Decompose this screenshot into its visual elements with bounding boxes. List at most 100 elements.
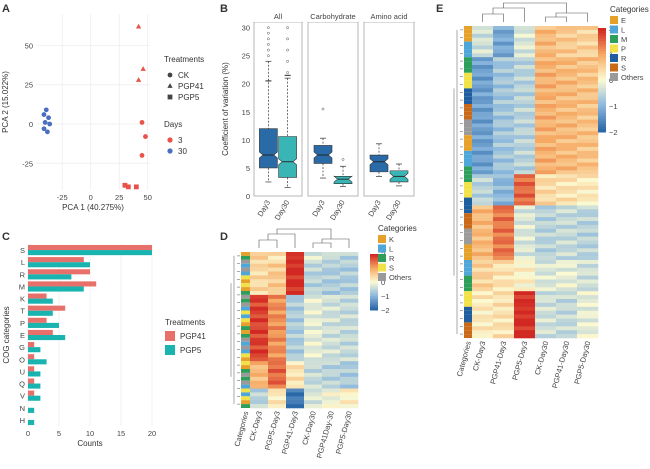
heatmap-cell — [514, 104, 536, 109]
color-scale-tick: −1 — [381, 292, 390, 301]
heatmap-cell — [472, 166, 494, 171]
heatmap-cell — [535, 57, 557, 62]
heatmap-cell — [556, 295, 578, 300]
x-tick-label: 0 — [89, 193, 93, 202]
heatmap-cell — [268, 255, 287, 261]
heatmap-cell — [322, 392, 341, 397]
heatmap-cell — [514, 252, 536, 257]
heatmap-cell — [556, 135, 578, 140]
heatmap-cell — [493, 185, 515, 191]
column-dendrogram — [258, 239, 278, 248]
heatmap-cell — [493, 271, 515, 276]
color-scale-segment — [370, 290, 378, 293]
heatmap-cell — [493, 224, 515, 230]
heatmap-cell — [577, 111, 599, 116]
category-cell — [241, 392, 250, 397]
column-label: PGP41Day-30 — [315, 410, 336, 459]
heatmap-cell — [304, 380, 323, 385]
heatmap-cell — [322, 380, 341, 385]
category-cell — [241, 263, 250, 268]
color-scale-segment — [370, 262, 378, 265]
heatmap-cell — [535, 33, 557, 38]
color-scale-segment — [370, 307, 378, 310]
heatmap-cell — [514, 143, 536, 148]
heatmap-cell — [304, 372, 323, 378]
category-cell — [464, 96, 472, 101]
heatmap-cell — [472, 96, 494, 101]
category-cell — [464, 314, 472, 319]
heatmap-cell — [286, 333, 305, 339]
category-cell — [241, 333, 250, 338]
heatmap-cell — [493, 37, 515, 42]
heatmap-cell — [268, 349, 287, 354]
heatmap-cell — [577, 139, 599, 144]
category-cell — [464, 318, 472, 323]
heatmap-cell — [304, 361, 323, 366]
category-cell — [241, 287, 250, 291]
color-scale-segment — [370, 254, 378, 256]
heatmap-cell — [514, 217, 536, 222]
heatmap-cell — [514, 189, 536, 194]
legend-marker-day — [167, 148, 173, 154]
heatmap-cell — [556, 193, 578, 198]
heatmap-cell — [556, 111, 578, 116]
heatmap-cell — [472, 174, 494, 179]
category-cell — [464, 209, 472, 214]
heatmap-cell — [286, 345, 305, 350]
heatmap-cell — [556, 228, 578, 233]
heatmap-cell — [514, 131, 536, 136]
heatmap-cell — [304, 400, 323, 405]
heatmap-cell — [493, 100, 515, 105]
heatmap-cell — [340, 263, 359, 268]
heatmap-cell — [535, 154, 557, 159]
heatmap-cell — [322, 275, 341, 280]
category-cell — [464, 240, 472, 245]
panel-label-e: E — [436, 3, 443, 15]
heatmap-cell — [577, 193, 599, 198]
heatmap-cell — [250, 326, 269, 331]
heatmap-cell — [322, 263, 341, 268]
heatmap-cell — [577, 318, 599, 323]
category-cell — [464, 61, 472, 65]
color-scale-segment — [370, 297, 378, 300]
heatmap-cell — [493, 76, 515, 81]
category-cell — [241, 380, 250, 385]
x-tick-label: 0 — [26, 429, 30, 438]
color-scale-segment — [598, 124, 606, 128]
heatmap-cell — [250, 384, 269, 389]
category-cell — [464, 310, 472, 315]
category-cell — [241, 404, 250, 408]
heatmap-cell — [493, 92, 515, 97]
heatmap-cell — [577, 201, 599, 206]
heatmap-cell — [577, 29, 599, 35]
heatmap-cell — [514, 41, 536, 46]
y-tick-label: G — [19, 343, 25, 352]
column-dendrogram — [555, 12, 588, 22]
heatmap-cell — [514, 205, 536, 210]
heatmap-cell — [535, 271, 557, 276]
heatmap-cell — [514, 178, 536, 183]
heatmap-cell — [493, 275, 515, 280]
heatmap-cell — [514, 26, 536, 31]
heatmap-cell — [493, 213, 515, 218]
category-cell — [241, 337, 250, 342]
heatmap-cell — [577, 263, 599, 269]
heatmap-cell — [268, 353, 287, 358]
color-scale-segment — [598, 90, 606, 94]
heatmap-cell — [577, 143, 599, 148]
category-cell — [241, 252, 250, 256]
heatmap-cell — [250, 279, 269, 284]
legend-swatch — [610, 44, 618, 53]
category-cell — [241, 353, 250, 358]
bar-pgp41 — [28, 281, 97, 287]
legend-label: E — [621, 16, 626, 25]
heatmap-cell — [556, 61, 578, 66]
heatmap-cell — [514, 29, 536, 35]
heatmap-cell — [250, 337, 269, 342]
heatmap-cell — [514, 302, 536, 308]
color-scale-segment — [370, 301, 378, 304]
category-cell — [241, 275, 250, 280]
heatmap-cell — [556, 209, 578, 214]
heatmap-cell — [493, 322, 515, 327]
heatmap-cell — [493, 135, 515, 140]
